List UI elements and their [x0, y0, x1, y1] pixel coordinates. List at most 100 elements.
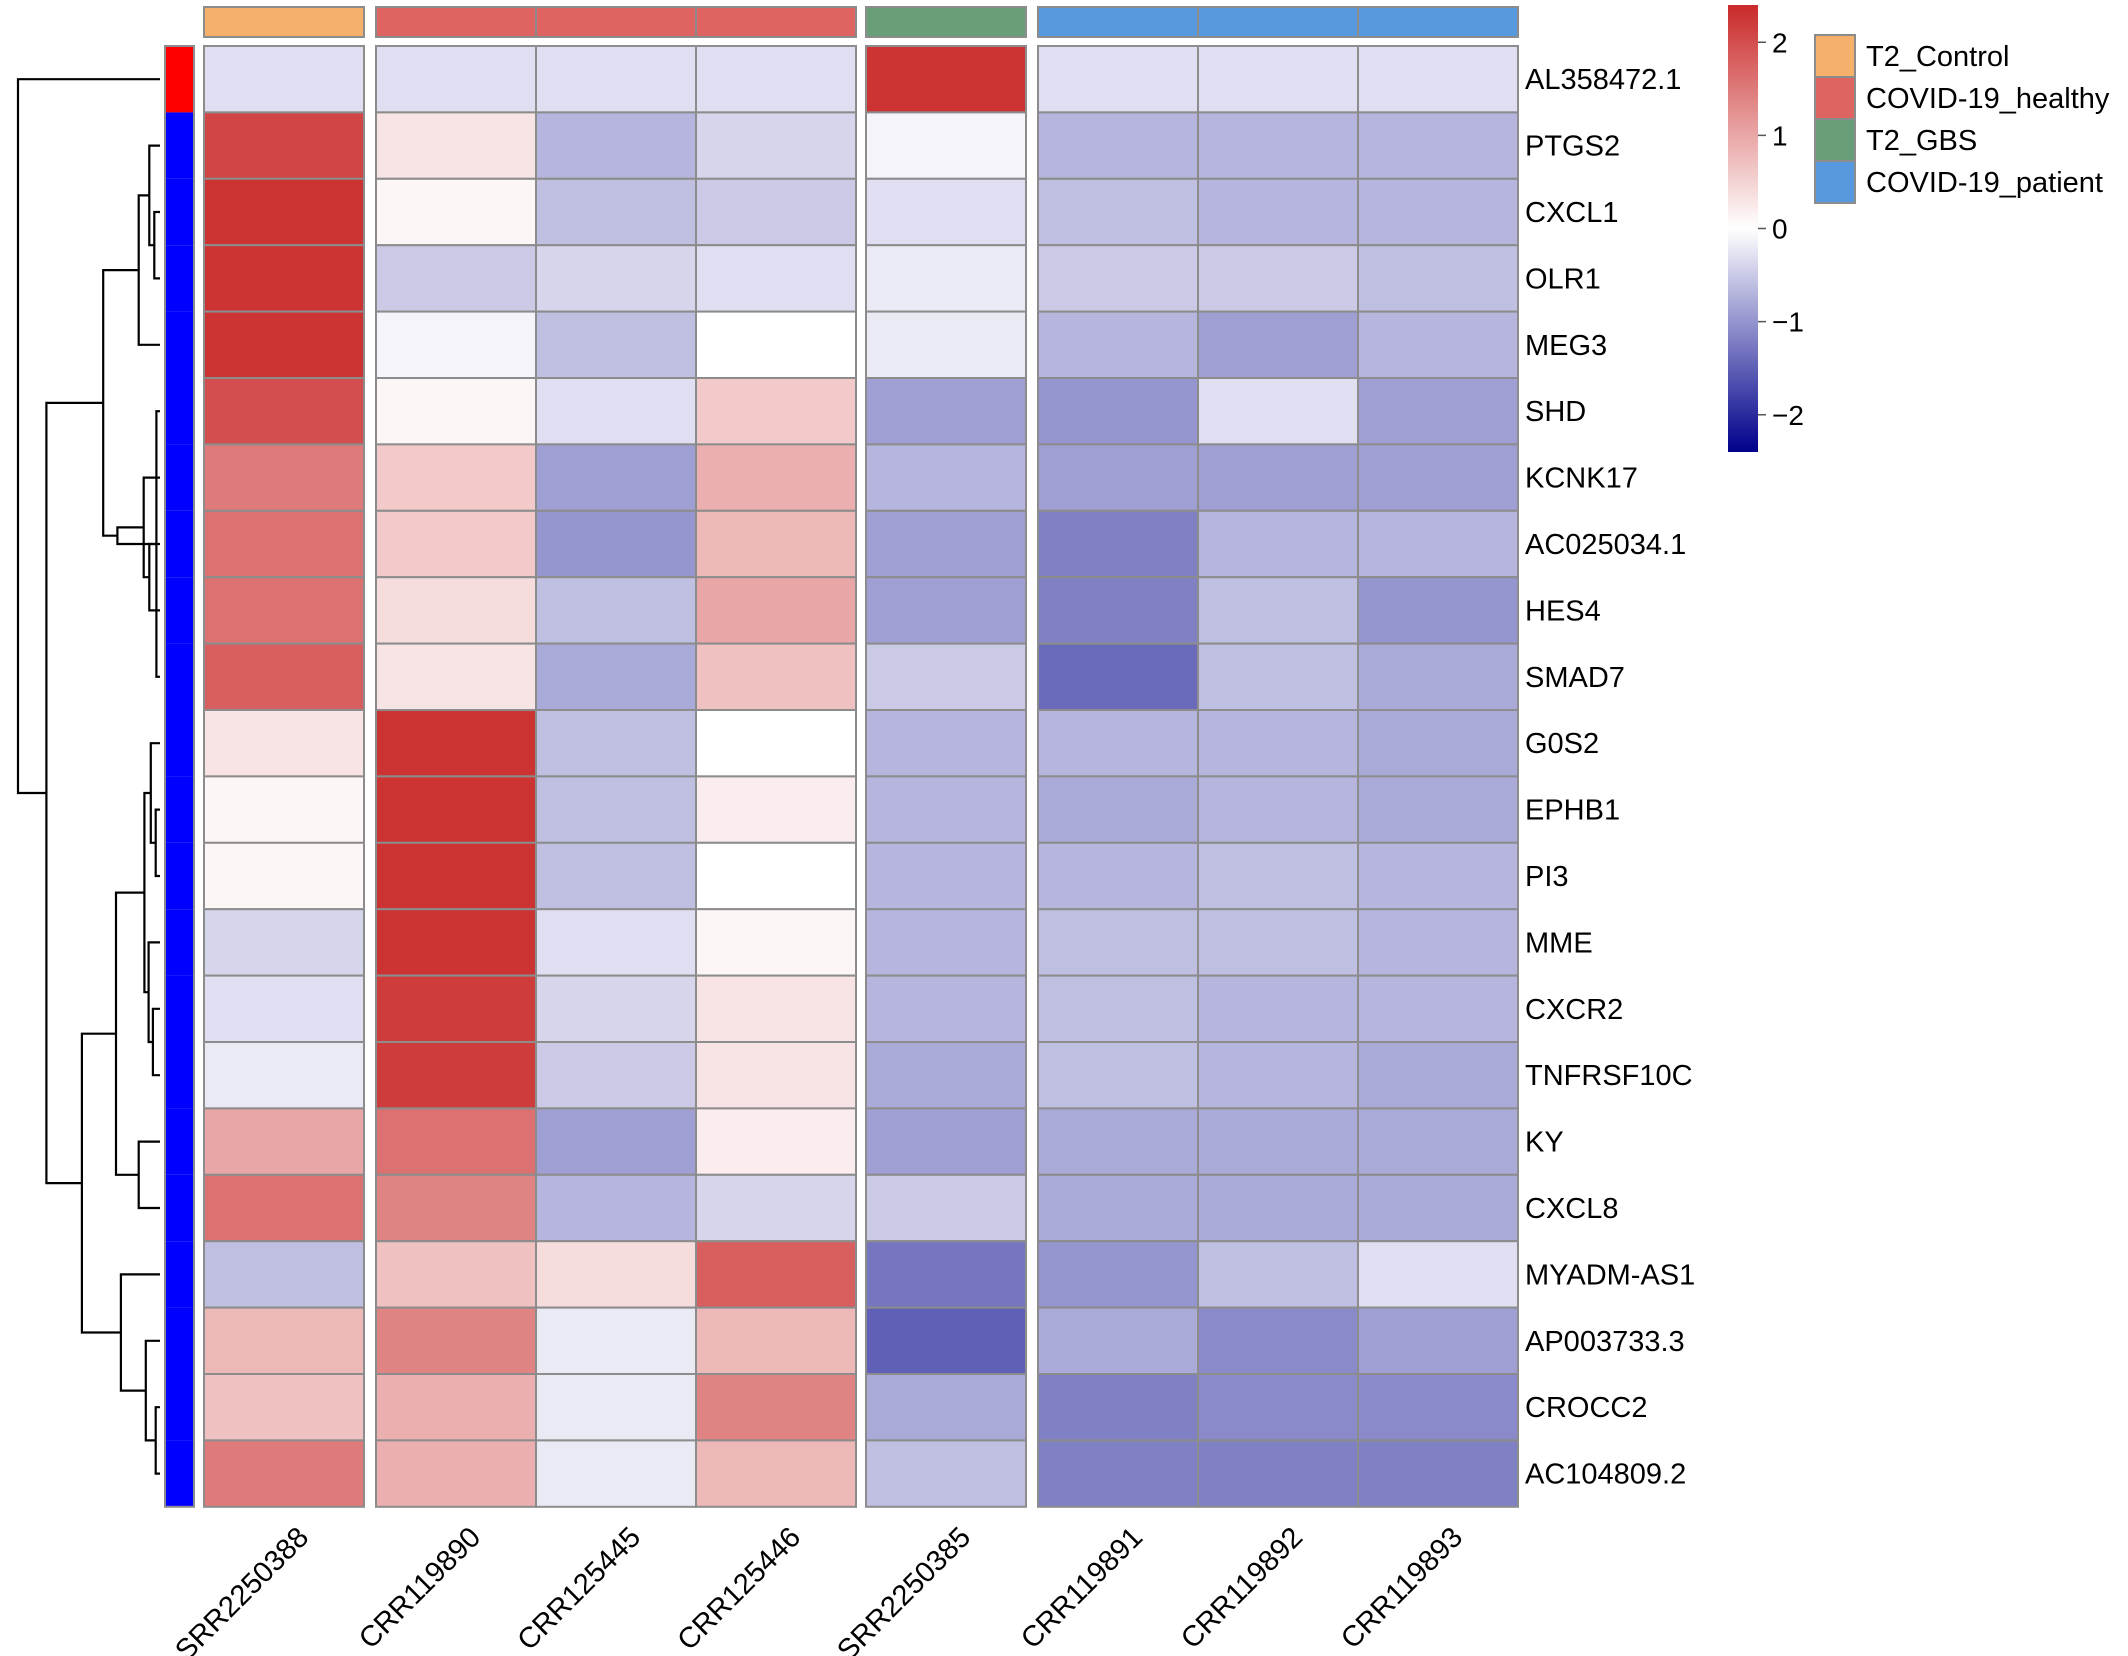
dendrogram-branch [114, 891, 145, 1176]
column-label: CRR119890 [353, 1521, 487, 1655]
heatmap-cell [375, 576, 537, 645]
heatmap-cell [1197, 310, 1359, 380]
heatmap-cell [203, 443, 365, 512]
row-label: EPHB1 [1525, 795, 1620, 827]
heatmap-cell [375, 974, 537, 1043]
row-cluster-cell [165, 510, 194, 578]
heatmap-cell [695, 1173, 857, 1243]
color-scale-tick-label: 2 [1772, 27, 1788, 58]
heatmap-cell [1357, 443, 1519, 512]
heatmap-cell [865, 709, 1027, 778]
heatmap-cell [865, 775, 1027, 844]
heatmap-cell [203, 642, 365, 711]
heatmap-cell [695, 1240, 857, 1309]
row-cluster-cell [165, 776, 194, 843]
heatmap-cell [203, 1107, 365, 1176]
row-label: AL358472.1 [1525, 64, 1681, 96]
heatmap-cell [1037, 443, 1199, 512]
heatmap-cell [1037, 377, 1199, 446]
dendrogram-branch [142, 476, 160, 579]
heatmap-cell [203, 1173, 365, 1243]
heatmap-cell [865, 509, 1027, 579]
heatmap-cell [375, 1041, 537, 1110]
column-labels: SRR2250388 CRR119890 CRR125445 CRR125446 SRR… [169, 1521, 1469, 1656]
heatmap-cell [1037, 775, 1199, 844]
column-group-cell [1037, 6, 1199, 38]
dendrogram-branch [153, 210, 160, 280]
heatmap-cell [695, 1041, 857, 1110]
heatmap-cell [1197, 509, 1359, 579]
heatmap-cell [695, 443, 857, 512]
heatmap-cell [865, 111, 1027, 180]
row-cluster-cell [165, 178, 194, 246]
heatmap-cell [865, 1173, 1027, 1243]
row-label: AC104809.2 [1525, 1459, 1686, 1491]
dendrogram-branch [147, 941, 160, 1044]
heatmap-cell [375, 1373, 537, 1442]
heatmap-cell [1357, 908, 1519, 977]
legend-label: T2_Control [1866, 41, 2009, 73]
row-label: MME [1525, 927, 1593, 959]
row-cluster-cell [165, 1307, 194, 1374]
dendrogram-branch [151, 1007, 160, 1077]
heatmap-cell [865, 443, 1027, 512]
row-label: G0S2 [1525, 728, 1599, 760]
heatmap-cell [375, 1240, 537, 1309]
heatmap-cell [695, 576, 857, 645]
heatmap-cell [1197, 974, 1359, 1043]
dendrogram-branch [137, 1140, 160, 1210]
heatmap-cell [375, 177, 537, 247]
column-label: SRR2250385 [831, 1521, 977, 1656]
heatmap-cell [203, 709, 365, 778]
heatmap-cell [375, 443, 537, 512]
heatmap-cell [375, 377, 537, 446]
heatmap-cell [535, 377, 697, 446]
dendrogram-branch [102, 269, 139, 537]
heatmap-cell [1357, 177, 1519, 247]
heatmap-cell [1037, 509, 1199, 579]
heatmap-cell [203, 908, 365, 977]
heatmap-cell [695, 509, 857, 579]
column-label: CRR125445 [512, 1521, 647, 1656]
heatmap-cell [203, 244, 365, 313]
column-label: CRR119892 [1175, 1521, 1309, 1655]
heatmap-cell [865, 974, 1027, 1043]
heatmap-cell [1197, 642, 1359, 711]
heatmap-cell [535, 1306, 697, 1375]
row-label: KCNK17 [1525, 463, 1638, 495]
heatmap-cell [375, 841, 537, 911]
heatmap-cell [203, 1041, 365, 1110]
heatmap-cell [695, 974, 857, 1043]
heatmap-cell [375, 775, 537, 844]
color-scale-tick-label: −1 [1772, 307, 1804, 338]
heatmap-cell [865, 1240, 1027, 1309]
row-label: OLR1 [1525, 263, 1601, 295]
heatmap-cell [1037, 244, 1199, 313]
column-group-cell [375, 6, 537, 38]
heatmap-cell [1037, 111, 1199, 180]
heatmap-cell [1037, 177, 1199, 247]
heatmap-cell [695, 709, 857, 778]
heatmap-cell [865, 177, 1027, 247]
column-group-cell [695, 6, 857, 38]
row-cluster-cell [165, 1174, 194, 1242]
heatmap-cell [535, 576, 697, 645]
dendrogram-branch [144, 1339, 160, 1442]
row-cluster-cell [165, 643, 194, 710]
heatmap-cell [1197, 111, 1359, 180]
heatmap-cell [695, 1107, 857, 1176]
heatmap-cell [695, 244, 857, 313]
heatmap-cell [1357, 841, 1519, 911]
row-cluster-cell [165, 444, 194, 511]
heatmap-cell [1197, 1173, 1359, 1243]
row-cluster-cell [165, 1241, 194, 1308]
row-cluster-cell [165, 909, 194, 976]
row-label: CROCC2 [1525, 1392, 1647, 1424]
legend-swatch [1814, 118, 1856, 162]
heatmap-cell [865, 310, 1027, 380]
heatmap-cell [535, 244, 697, 313]
row-dendrogram [16, 78, 160, 1475]
heatmap-cell [203, 111, 365, 180]
heatmap-cell [1197, 1306, 1359, 1375]
heatmap-cell [375, 642, 537, 711]
